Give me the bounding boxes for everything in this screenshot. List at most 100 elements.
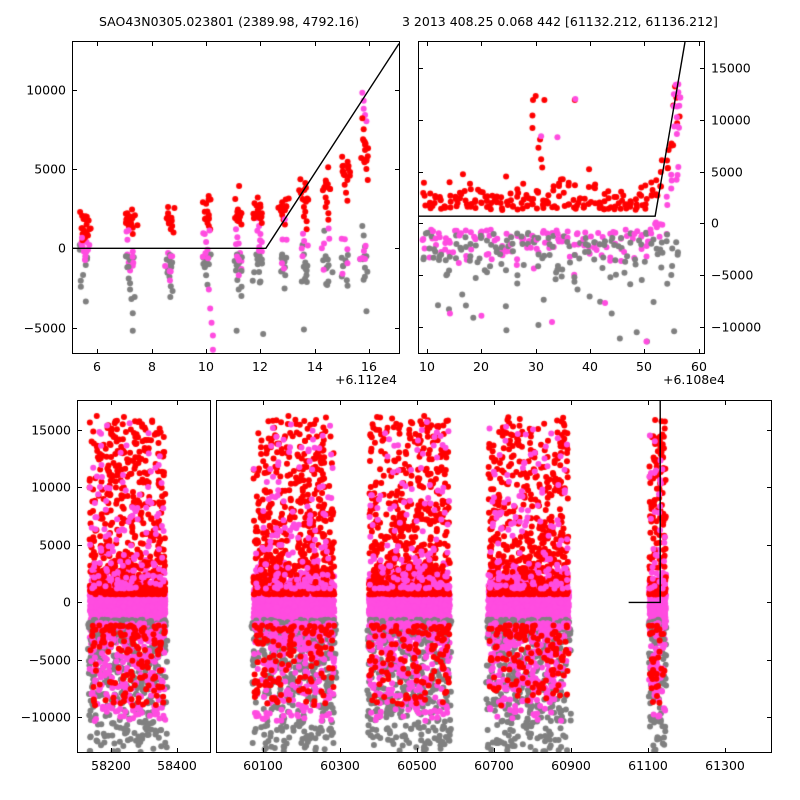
ytick-label-top-left-1: 0 [58,240,66,256]
xtick-bottom-3 [340,748,341,752]
ytick-top-right-2 [700,223,704,224]
xtick-bottom-0 [111,748,112,752]
xtick-label-bottom-6: 60900 [551,758,591,773]
xtick-label-top-left-1: 8 [148,359,156,374]
ytick-label-top-right-0: −10000 [711,319,762,335]
ytick-bottom-4 [78,487,82,488]
xtick-label-top-left-5: 16 [361,359,377,374]
ytick-bottom-3 [78,545,82,546]
xtick-bottom-top-0 [111,401,112,405]
xtick-bottom-top-8 [725,401,726,405]
ytick-label-top-right-5: 15000 [711,60,751,76]
ytick-top-left-3 [73,90,77,91]
xtick-top-left-1 [152,349,153,353]
panel-top-right-scatter [419,42,704,353]
xtick-top-left-5 [369,349,370,353]
ytick-label-top-right-4: 10000 [711,112,751,128]
xtick-label-bottom-5: 60700 [474,758,514,773]
xtick-top-left-2 [206,349,207,353]
xtick-label-bottom-1: 58400 [157,758,197,773]
xtick-bottom-2 [263,748,264,752]
ytick-top-right-left-4 [419,120,423,121]
xtick-label-top-left-4: 14 [307,359,323,374]
xtick-top-left-top-4 [315,42,316,46]
panel-bottom-left-scatter [78,401,210,752]
xtick-label-top-right-2: 30 [528,359,544,374]
ytick-top-left-right-3 [395,90,399,91]
ytick-label-bottom-1: −5000 [28,652,71,668]
ytick-label-top-left-0: −5000 [23,320,66,336]
ytick-top-left-right-2 [395,169,399,170]
xtick-top-right-top-5 [699,42,700,46]
xtick-top-left-top-5 [369,42,370,46]
xtick-top-left-top-3 [260,42,261,46]
xtick-label-bottom-7: 61100 [628,758,668,773]
xtick-bottom-1 [177,748,178,752]
xtick-bottom-top-1 [177,401,178,405]
ytick-bottom-right-4 [767,487,771,488]
xtick-top-right-top-2 [536,42,537,46]
xtick-label-top-right-1: 20 [473,359,489,374]
ytick-bottom-2 [78,602,82,603]
xtick-top-left-4 [315,349,316,353]
xtick-label-top-left-3: 12 [252,359,268,374]
ytick-label-bottom-2: 0 [63,594,71,610]
ytick-label-bottom-4: 10000 [31,479,71,495]
xtick-top-right-4 [644,349,645,353]
xtick-bottom-7 [648,748,649,752]
ytick-label-top-left-2: 5000 [34,161,66,177]
ytick-top-right-left-5 [419,68,423,69]
xtick-top-right-5 [699,349,700,353]
ytick-top-right-3 [700,172,704,173]
xtick-label-top-right-5: 60 [691,359,707,374]
xtick-label-bottom-4: 60500 [397,758,437,773]
xtick-top-right-3 [590,349,591,353]
xtick-top-right-top-1 [481,42,482,46]
xtick-bottom-top-3 [340,401,341,405]
xtick-top-right-top-3 [590,42,591,46]
xtick-label-top-right-4: 50 [636,359,652,374]
ytick-top-left-2 [73,169,77,170]
xtick-label-top-right-3: 40 [582,359,598,374]
ytick-top-right-left-2 [419,223,423,224]
ytick-top-left-right-1 [395,248,399,249]
ytick-bottom-5 [78,430,82,431]
ytick-top-right-5 [700,68,704,69]
xtick-label-top-left-2: 10 [198,359,214,374]
ytick-label-top-right-3: 5000 [711,164,743,180]
xtick-bottom-top-4 [417,401,418,405]
panel-title-left: SAO43N0305.023801 (2389.98, 4792.16) [99,14,360,29]
xtick-top-right-2 [536,349,537,353]
xtick-label-top-right-0: 10 [419,359,435,374]
panel-title-right: 3 2013 408.25 0.068 442 [61132.212, 6113… [402,14,718,29]
xtick-top-left-top-2 [206,42,207,46]
xtick-top-left-top-1 [152,42,153,46]
xtick-bottom-8 [725,748,726,752]
ytick-label-top-right-2: 0 [711,215,719,231]
ytick-top-left-0 [73,328,77,329]
xtick-bottom-top-2 [263,401,264,405]
xtick-top-left-3 [260,349,261,353]
ytick-top-left-1 [73,248,77,249]
xtick-label-top-left-0: 6 [93,359,101,374]
ytick-bottom-0 [78,717,82,718]
xtick-bottom-4 [417,748,418,752]
x-offset-top-left: +6.112e4 [335,372,397,387]
x-offset-top-right: +6.108e4 [663,372,725,387]
xtick-label-bottom-0: 58200 [91,758,131,773]
xtick-top-right-0 [427,349,428,353]
ytick-bottom-right-0 [767,717,771,718]
xtick-top-left-0 [97,349,98,353]
ytick-top-right-4 [700,120,704,121]
ytick-label-bottom-5: 15000 [31,422,71,438]
ytick-bottom-right-2 [767,602,771,603]
ytick-label-top-left-3: 10000 [26,82,66,98]
xtick-label-bottom-2: 60100 [243,758,283,773]
panel-bottom-right-scatter [217,401,771,752]
xtick-label-bottom-3: 60300 [320,758,360,773]
panel-top-left-scatter [73,42,399,353]
xtick-bottom-top-6 [571,401,572,405]
ytick-label-top-right-1: −5000 [711,267,754,283]
ytick-bottom-right-1 [767,660,771,661]
